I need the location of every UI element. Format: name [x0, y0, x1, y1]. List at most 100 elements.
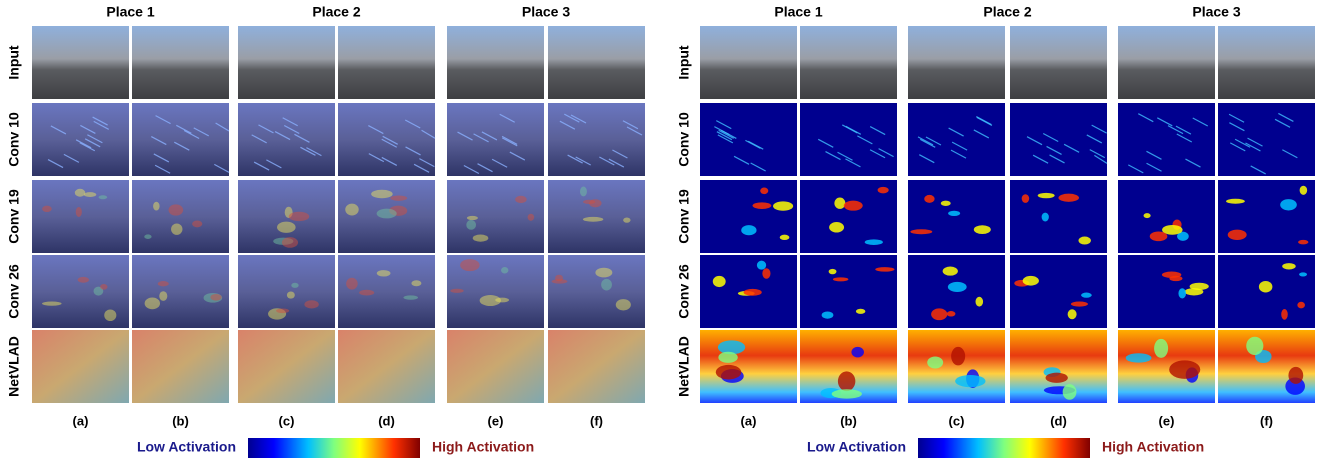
feature [145, 298, 160, 310]
image-cell [338, 255, 435, 328]
image-cell [908, 330, 1005, 403]
feature [955, 375, 985, 387]
image-cell [700, 180, 797, 253]
image-cell [548, 103, 645, 176]
feature [75, 189, 85, 197]
panel: Place 1Place 2Place 3InputConv 10Conv 19… [676, 4, 1315, 458]
feature [1063, 384, 1077, 400]
feature [974, 225, 991, 234]
feature [718, 352, 737, 363]
image-cell [238, 26, 335, 99]
image-cell [338, 330, 435, 403]
image-cell [908, 180, 1005, 253]
feature [941, 201, 951, 206]
row-label: Conv 26 [6, 264, 22, 319]
feature [595, 268, 612, 278]
feature [169, 204, 184, 215]
image-cell [1118, 26, 1215, 99]
image-cell [1010, 180, 1107, 253]
feature [951, 347, 965, 365]
feature [1178, 288, 1186, 298]
feature [1190, 283, 1209, 290]
colorbar [248, 438, 420, 458]
row-label: Conv 10 [676, 112, 692, 167]
feature [1246, 337, 1263, 355]
place-header: Place 3 [522, 4, 570, 20]
feature [99, 195, 108, 199]
row-label: Input [6, 45, 22, 80]
feature [501, 267, 508, 273]
row-label: NetVLAD [6, 336, 22, 397]
feature [1297, 302, 1305, 309]
row-label: Conv 19 [6, 189, 22, 244]
image-cell [238, 255, 335, 328]
feature [1071, 301, 1088, 306]
feature [84, 192, 96, 197]
feature [42, 206, 52, 212]
feature [716, 365, 742, 380]
feature [948, 211, 960, 216]
feature [291, 283, 298, 288]
image-cell [1010, 26, 1107, 99]
feature [822, 311, 834, 318]
column-label: (f) [590, 413, 603, 428]
feature [371, 190, 393, 198]
feature [1300, 186, 1308, 195]
feature [104, 309, 116, 321]
feature [100, 284, 107, 290]
feature [1046, 373, 1068, 383]
image-cell [1010, 255, 1107, 328]
feature [171, 223, 182, 234]
column-label: (b) [172, 413, 189, 428]
feature [1022, 194, 1030, 203]
feature [851, 347, 864, 358]
legend-high: High Activation [1102, 439, 1204, 455]
column-label: (e) [1159, 413, 1175, 428]
column-label: (d) [1050, 413, 1067, 428]
feature [1169, 276, 1182, 281]
image-cell [548, 255, 645, 328]
feature [931, 308, 947, 320]
feature [1068, 309, 1077, 319]
feature [411, 280, 421, 286]
row-label: Conv 19 [676, 189, 692, 244]
image-cell [700, 26, 797, 99]
image-cell [548, 26, 645, 99]
feature [450, 289, 463, 293]
feature [153, 202, 159, 211]
feature [829, 269, 837, 274]
place-header: Place 2 [312, 4, 360, 20]
feature [834, 198, 845, 209]
row-label: Conv 10 [6, 112, 22, 167]
image-cell [1010, 103, 1107, 176]
column-label: (a) [73, 413, 89, 428]
feature [304, 300, 318, 308]
image-cell [447, 26, 544, 99]
feature [832, 389, 862, 398]
feature [158, 281, 169, 286]
feature [1058, 194, 1079, 202]
place-header: Place 1 [774, 4, 822, 20]
column-label: (a) [741, 413, 757, 428]
feature [947, 311, 956, 316]
feature [473, 235, 489, 242]
feature [924, 195, 934, 203]
feature [976, 297, 984, 307]
feature [1282, 263, 1296, 269]
feature [277, 222, 296, 233]
feature [829, 222, 844, 233]
column-label: (c) [949, 413, 965, 428]
feature [390, 195, 407, 200]
feature [948, 282, 967, 292]
image-cell [548, 330, 645, 403]
feature [762, 268, 770, 279]
feature [1299, 272, 1307, 276]
image-cell [548, 180, 645, 253]
feature [276, 308, 289, 313]
image-cell [132, 330, 229, 403]
image-cell [1218, 103, 1315, 176]
feature [741, 225, 756, 235]
feature [377, 209, 397, 219]
legend-low: Low Activation [137, 439, 236, 455]
feature [780, 235, 790, 240]
